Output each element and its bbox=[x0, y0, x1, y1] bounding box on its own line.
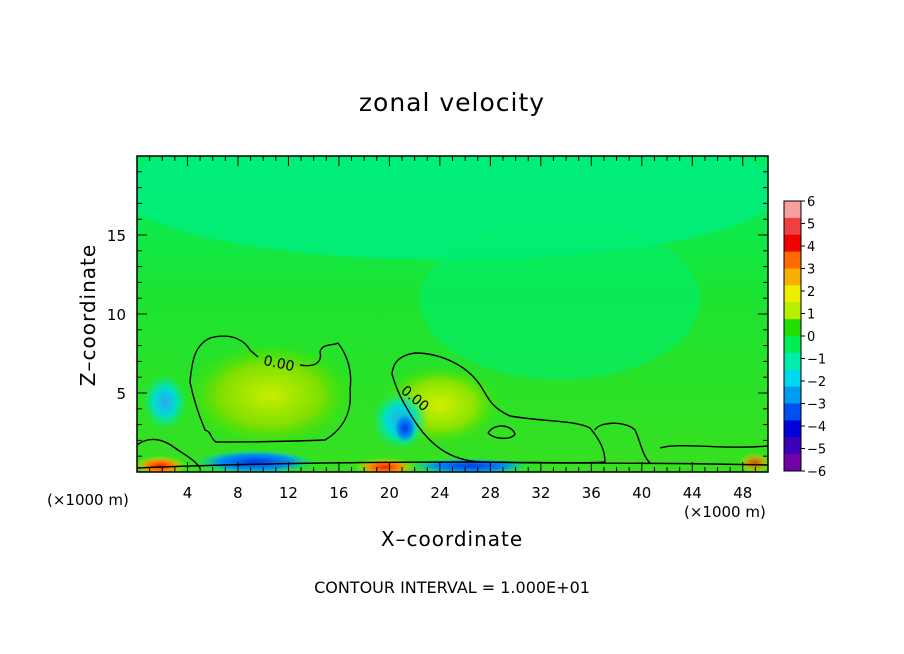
chart-title: zonal velocity bbox=[358, 88, 546, 117]
colorbar-swatch bbox=[784, 251, 801, 269]
x-tick-label: 24 bbox=[430, 484, 449, 502]
colorbar-swatch bbox=[784, 454, 801, 472]
x-tick-label: 32 bbox=[531, 484, 550, 502]
x-tick-label: 36 bbox=[582, 484, 601, 502]
x-tick-label: 44 bbox=[683, 484, 702, 502]
colorbar-swatch bbox=[784, 285, 801, 303]
colorbar-label: 2 bbox=[807, 285, 815, 300]
colorbar-label: 6 bbox=[807, 195, 815, 210]
colorbar-label: 5 bbox=[807, 218, 815, 233]
colorbar-label: −5 bbox=[807, 443, 826, 458]
colorbar-label: 4 bbox=[807, 240, 815, 255]
x-tick-label: 20 bbox=[380, 484, 399, 502]
heatmap-field bbox=[137, 156, 768, 472]
x-tick-label: 12 bbox=[279, 484, 298, 502]
colorbar-swatch bbox=[784, 336, 801, 354]
colorbar-swatch bbox=[784, 268, 801, 286]
colorbar-label: −2 bbox=[807, 375, 826, 390]
contour-interval-note: CONTOUR INTERVAL = 1.000E+01 bbox=[314, 578, 590, 597]
x-tick-label: 28 bbox=[481, 484, 500, 502]
contour-label: 0.00 bbox=[262, 353, 296, 375]
x-axis-unit-right: (×1000 m) bbox=[684, 503, 766, 521]
colorbar: 6 5 4 3 2 1 0 −1 −2 −3 −4 −5 −6 bbox=[783, 195, 826, 480]
contour-zero-lines bbox=[137, 335, 768, 469]
y-tick-label: 5 bbox=[116, 385, 126, 403]
colorbar-swatch bbox=[784, 386, 801, 404]
colorbar-swatch bbox=[784, 437, 801, 455]
colorbar-label: 3 bbox=[807, 263, 815, 278]
x-tick-label: 48 bbox=[733, 484, 752, 502]
colorbar-swatch bbox=[784, 302, 801, 320]
x-tick-label: 8 bbox=[233, 484, 243, 502]
colorbar-swatch bbox=[784, 403, 801, 421]
x-axis-unit-left: (×1000 m) bbox=[47, 491, 129, 509]
colorbar-swatch bbox=[784, 234, 801, 252]
colorbar-swatch bbox=[784, 319, 801, 337]
y-tick-label: 10 bbox=[107, 306, 126, 324]
colorbar-swatch bbox=[784, 369, 801, 387]
x-tick-label: 16 bbox=[329, 484, 348, 502]
colorbar-label: −3 bbox=[807, 398, 826, 413]
colorbar-swatch bbox=[784, 201, 801, 219]
colorbar-swatch bbox=[784, 217, 801, 236]
x-tick-label: 40 bbox=[632, 484, 651, 502]
colorbar-label: 0 bbox=[807, 330, 815, 345]
colorbar-swatch bbox=[784, 420, 801, 438]
colorbar-swatch bbox=[784, 352, 801, 371]
x-tick-label: 4 bbox=[183, 484, 193, 502]
colorbar-label: −1 bbox=[807, 353, 826, 368]
colorbar-label: 1 bbox=[807, 308, 815, 323]
colorbar-label: −4 bbox=[807, 420, 826, 435]
y-tick-label: 15 bbox=[107, 227, 126, 245]
x-axis-label: X–coordinate bbox=[380, 527, 524, 551]
colorbar-label: −6 bbox=[807, 465, 826, 480]
